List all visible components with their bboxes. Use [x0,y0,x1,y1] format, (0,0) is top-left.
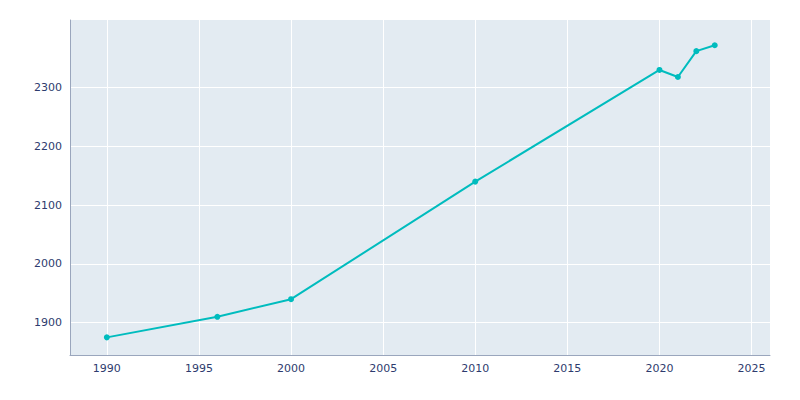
svg-text:2000: 2000 [34,257,62,270]
svg-text:2010: 2010 [461,362,489,375]
svg-text:2015: 2015 [553,362,581,375]
svg-text:2200: 2200 [34,140,62,153]
svg-text:2020: 2020 [645,362,673,375]
svg-text:1995: 1995 [185,362,213,375]
svg-text:2025: 2025 [738,362,766,375]
svg-text:2000: 2000 [277,362,305,375]
svg-text:2005: 2005 [369,362,397,375]
svg-text:2300: 2300 [34,81,62,94]
svg-text:1990: 1990 [93,362,121,375]
svg-text:2100: 2100 [34,199,62,212]
svg-text:1900: 1900 [34,316,62,329]
